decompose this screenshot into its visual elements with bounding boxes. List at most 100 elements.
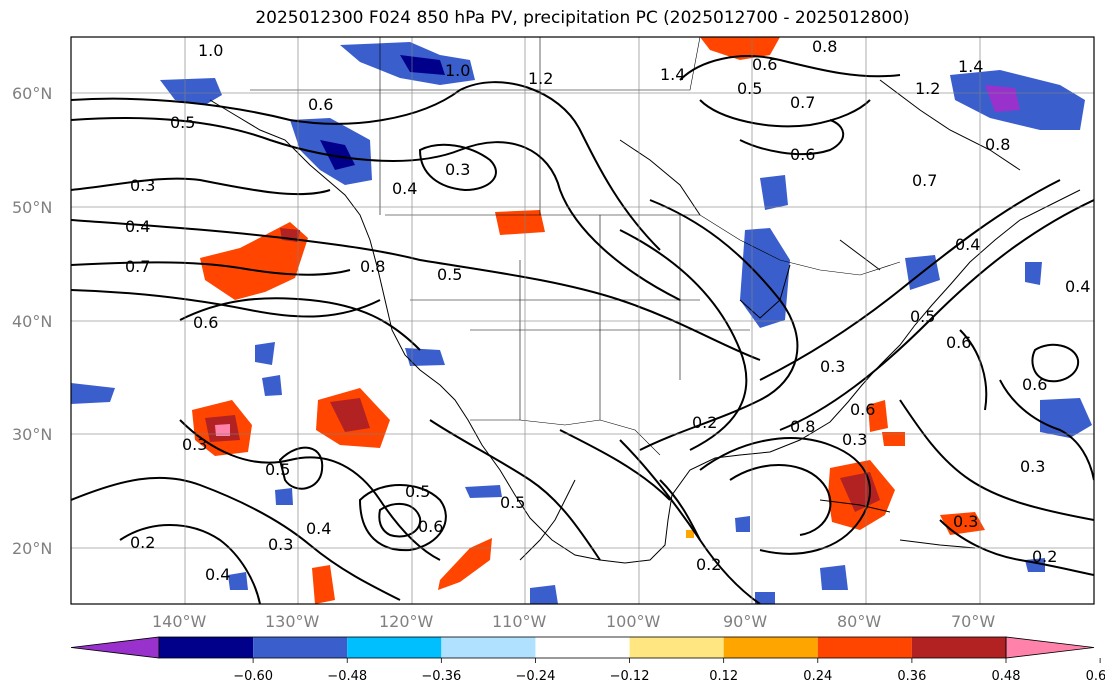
lon-label: 100°W: [606, 612, 661, 631]
contour-label: 0.3: [182, 435, 207, 454]
contour-label: 0.2: [130, 533, 155, 552]
contour-label: 0.2: [692, 413, 717, 432]
precipitation-shading: [71, 37, 1092, 604]
precip-positive-area: [438, 538, 492, 590]
contour-labels: 1.0 1.0 1.2 1.4 0.6 0.8 0.5 0.7 0.6 1.2 …: [125, 37, 1090, 584]
contour-label: 0.2: [1032, 547, 1057, 566]
contour-label: 0.4: [205, 565, 230, 584]
colorbar-tick-label: 0.48: [992, 669, 1021, 684]
contour-label: 1.0: [445, 61, 470, 80]
contour-label: 1.2: [915, 79, 940, 98]
pv-contours: [71, 55, 1094, 604]
lat-label: 30°N: [12, 425, 52, 444]
longitude-labels: 140°W 130°W 120°W 110°W 100°W 90°W 80°W …: [152, 612, 995, 631]
precip-negative-area: [530, 585, 558, 604]
contour-label: 1.4: [958, 57, 983, 76]
precip-negative-area: [740, 228, 790, 328]
colorbar-segment: [347, 637, 442, 658]
lon-label: 90°W: [723, 612, 767, 631]
contour-label: 0.7: [790, 93, 815, 112]
precip-positive-area: [312, 565, 335, 604]
contour-label: 0.5: [737, 79, 762, 98]
precip-negative-area: [820, 565, 848, 590]
contour-label: 0.4: [125, 217, 150, 236]
precip-positive-area: [686, 530, 694, 538]
colorbar-segment: [723, 637, 818, 658]
contour-label: 0.3: [130, 176, 155, 195]
colorbar-tick-label: 0.60: [1086, 669, 1105, 684]
contour-label: 0.5: [910, 307, 935, 326]
colorbar-extend-high: [1005, 636, 1095, 659]
colorbar-tick-label: 0.36: [897, 669, 926, 684]
lon-label: 70°W: [951, 612, 995, 631]
contour-label: 0.4: [955, 235, 980, 254]
precip-negative-area: [160, 78, 222, 105]
colorbar-segment: [817, 637, 912, 658]
contour-label: 0.6: [946, 333, 971, 352]
precip-negative-area: [400, 55, 445, 75]
contour-label: 0.8: [812, 37, 837, 56]
contour-label: 0.7: [125, 257, 150, 276]
colorbar-tick-label: 0.12: [709, 669, 738, 684]
political-borders: [250, 37, 901, 456]
precip-negative-area: [255, 342, 275, 365]
contour-label: 0.3: [842, 430, 867, 449]
contour-label: 0.6: [193, 313, 218, 332]
gridlines: [71, 37, 1094, 604]
precip-negative-area: [405, 348, 445, 366]
contour-label: 0.3: [953, 512, 978, 531]
precip-positive-area: [868, 400, 888, 432]
coastlines: [209, 79, 1081, 564]
contour-label: 0.6: [308, 95, 333, 114]
contour-label: 0.6: [752, 55, 777, 74]
contour-label: 0.5: [405, 482, 430, 501]
precip-negative-area: [1025, 262, 1042, 285]
map-frame: [70, 36, 1095, 605]
contour-label: 1.0: [198, 41, 223, 60]
contour-label: 0.4: [306, 519, 331, 538]
precip-negative-area: [228, 572, 248, 590]
colorbar: −0.60 −0.48 −0.36 −0.24 −0.12 0.12 0.24 0.36 0.4…: [70, 636, 1105, 684]
lon-label: 120°W: [379, 612, 434, 631]
precip-positive-area: [882, 432, 905, 446]
contour-label: 0.4: [392, 179, 417, 198]
precip-negative-area: [760, 175, 788, 210]
colorbar-tick-label: 0.24: [803, 669, 832, 684]
colorbar-tick-label: −0.12: [610, 669, 650, 684]
colorbar-segment: [629, 637, 724, 658]
contour-label: 0.6: [1022, 375, 1047, 394]
precip-negative-area: [262, 375, 282, 396]
precip-negative-area: [755, 592, 775, 604]
precip-negative-area: [465, 485, 502, 498]
contour-label: 0.3: [820, 357, 845, 376]
lat-label: 50°N: [12, 198, 52, 217]
colorbar-tick-label: −0.36: [421, 669, 461, 684]
colorbar-outline: [158, 636, 1007, 659]
contour-label: 0.6: [790, 145, 815, 164]
contour-label: 0.6: [850, 400, 875, 419]
colorbar-tick-label: −0.48: [327, 669, 367, 684]
precip-negative-area: [71, 383, 115, 404]
precip-negative-area: [985, 85, 1020, 112]
precip-positive-area: [330, 398, 370, 432]
lat-label: 20°N: [12, 539, 52, 558]
colorbar-tick-label: −0.24: [516, 669, 556, 684]
contour-label: 0.5: [170, 113, 195, 132]
lat-label: 60°N: [12, 84, 52, 103]
contour-label: 0.5: [500, 493, 525, 512]
contour-label: 0.5: [265, 460, 290, 479]
lon-label: 130°W: [265, 612, 320, 631]
lon-label: 110°W: [492, 612, 547, 631]
contour-label: 0.7: [912, 171, 937, 190]
map-background: [71, 37, 1094, 604]
precip-positive-area: [495, 210, 545, 235]
contour-label: 0.8: [360, 257, 385, 276]
contour-label: 0.6: [418, 517, 443, 536]
lon-label: 140°W: [152, 612, 207, 631]
colorbar-segment: [535, 637, 630, 658]
precip-negative-area: [735, 516, 750, 532]
colorbar-segment: [159, 637, 254, 658]
contour-label: 0.3: [268, 535, 293, 554]
lon-label: 80°W: [837, 612, 881, 631]
